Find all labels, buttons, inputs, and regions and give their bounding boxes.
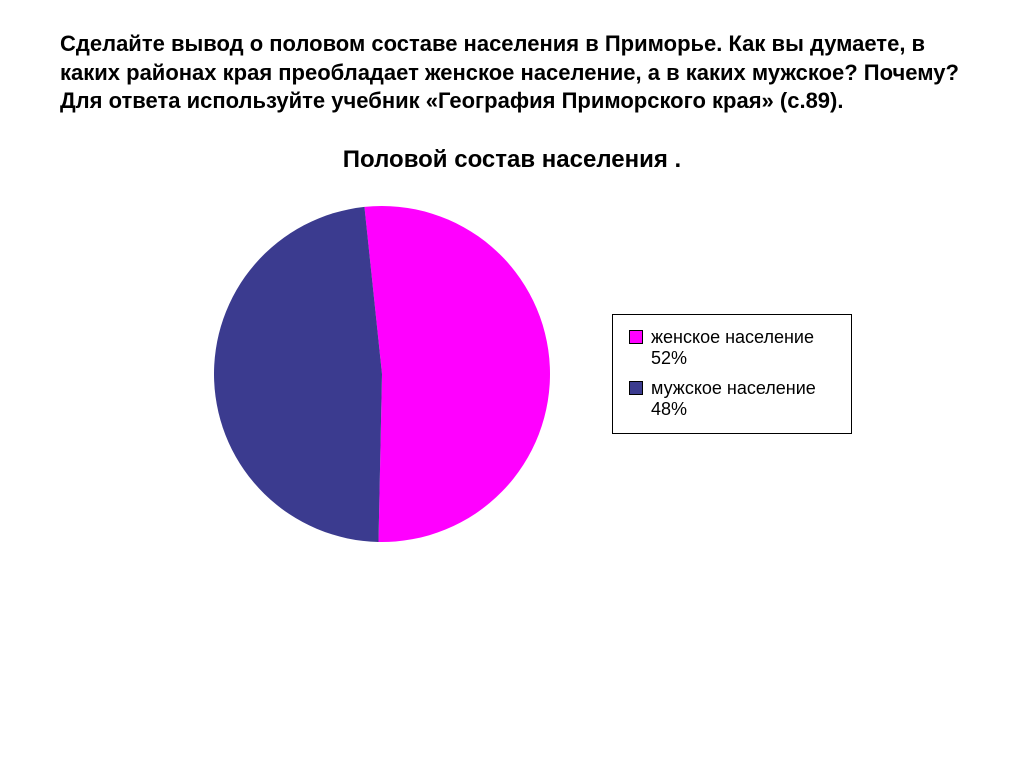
pie-chart-svg	[212, 204, 552, 544]
legend-item: мужское население 48%	[629, 378, 835, 421]
legend-item: женское население 52%	[629, 327, 835, 370]
question-text: Сделайте вывод о половом составе населен…	[40, 30, 984, 116]
legend-swatch-male	[629, 381, 643, 395]
chart-title: Половой состав населения .	[40, 146, 984, 174]
chart-legend: женское население 52% мужское население …	[612, 314, 852, 434]
legend-swatch-female	[629, 330, 643, 344]
legend-label-female: женское население 52%	[651, 327, 835, 370]
chart-container: женское население 52% мужское население …	[40, 204, 984, 544]
legend-label-male: мужское население 48%	[651, 378, 835, 421]
pie-chart	[212, 204, 552, 544]
